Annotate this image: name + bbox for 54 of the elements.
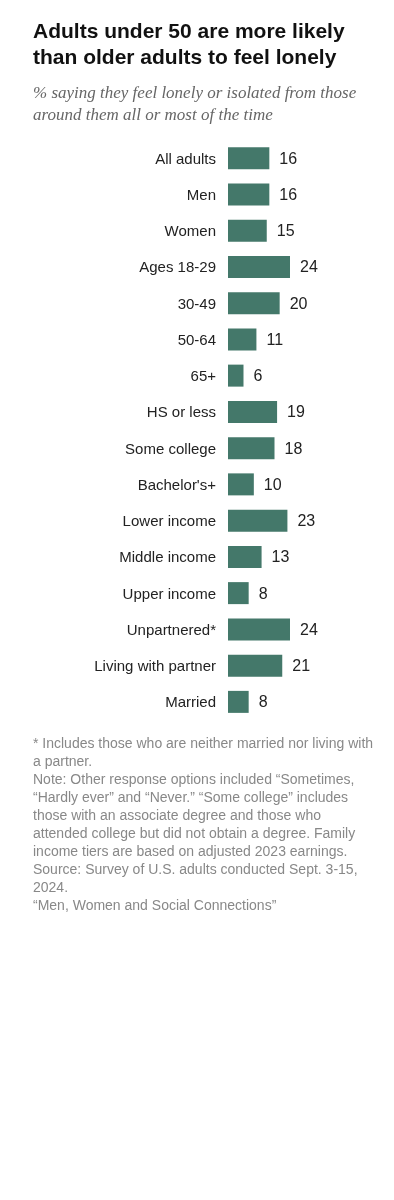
y-tick-label: Middle income xyxy=(119,548,216,566)
y-tick-label: 30-49 xyxy=(177,294,216,312)
y-tick-label: Women xyxy=(164,222,216,240)
data-label: 19 xyxy=(287,403,305,421)
data-label: 11 xyxy=(266,330,284,348)
data-label: 15 xyxy=(276,222,295,240)
y-tick-label: 65+ xyxy=(190,367,217,385)
text: Note: Other response options included “Sometimes, “Hardly ever” and “Never.” “Some college” includes those with an associate degree and those who attended college but did not obtain a degree. Family income tiers are based on adjusted 2023 earnings. xyxy=(33,770,357,860)
y-tick-label: 50-64 xyxy=(177,330,216,348)
data-label: 8 xyxy=(258,584,268,602)
y-tick-label: Living with partner xyxy=(94,657,216,675)
bar xyxy=(228,473,254,496)
y-tick-label: Unpartnered* xyxy=(126,620,217,638)
bar xyxy=(228,437,275,460)
data-label: 21 xyxy=(292,657,311,675)
data-label: 18 xyxy=(284,439,303,457)
y-tick-label: Some college xyxy=(125,439,216,457)
y-tick-label: Men xyxy=(186,185,216,203)
text: * Includes those who are neither married nor living with a partner. xyxy=(33,734,374,770)
bar xyxy=(228,292,280,315)
data-label: 8 xyxy=(258,693,268,711)
bar xyxy=(228,545,262,568)
source-note: Source: Survey of U.S. adults conducted Sept. 3-15, 2024. xyxy=(33,860,359,896)
data-label: 24 xyxy=(300,258,318,276)
data-label: 20 xyxy=(289,294,308,312)
y-tick-label: Married xyxy=(165,693,216,711)
bar xyxy=(228,147,270,170)
bar xyxy=(228,618,290,641)
chart-subtitle: % saying they feel lonely or isolated from those around them all or most of the time xyxy=(33,82,358,126)
text: “Men, Women and Social Connections” xyxy=(33,896,278,914)
data-label: 23 xyxy=(297,512,316,530)
bar xyxy=(228,654,283,677)
data-label: 16 xyxy=(279,149,298,167)
data-label: 24 xyxy=(300,620,318,638)
bar xyxy=(228,400,278,423)
y-tick-label: Lower income xyxy=(122,512,216,530)
data-label: 13 xyxy=(271,548,290,566)
bar xyxy=(228,219,267,242)
data-label: 10 xyxy=(263,475,282,493)
data-label: 6 xyxy=(253,367,263,385)
bar xyxy=(228,328,257,351)
y-tick-label: Bachelor's+ xyxy=(137,475,217,493)
bar xyxy=(228,690,249,713)
y-tick-label: Upper income xyxy=(122,584,216,602)
bar xyxy=(228,582,249,605)
bar xyxy=(228,183,270,206)
bar xyxy=(228,364,244,387)
bar xyxy=(228,255,290,278)
y-tick-label: Ages 18-29 xyxy=(139,258,216,276)
y-tick-label: All adults xyxy=(155,149,216,167)
data-label: 16 xyxy=(279,185,298,203)
bar xyxy=(228,509,288,532)
chart-title: Adults under 50 are more likely than older adults to feel lonely xyxy=(33,18,346,70)
y-tick-label: HS or less xyxy=(146,403,216,421)
